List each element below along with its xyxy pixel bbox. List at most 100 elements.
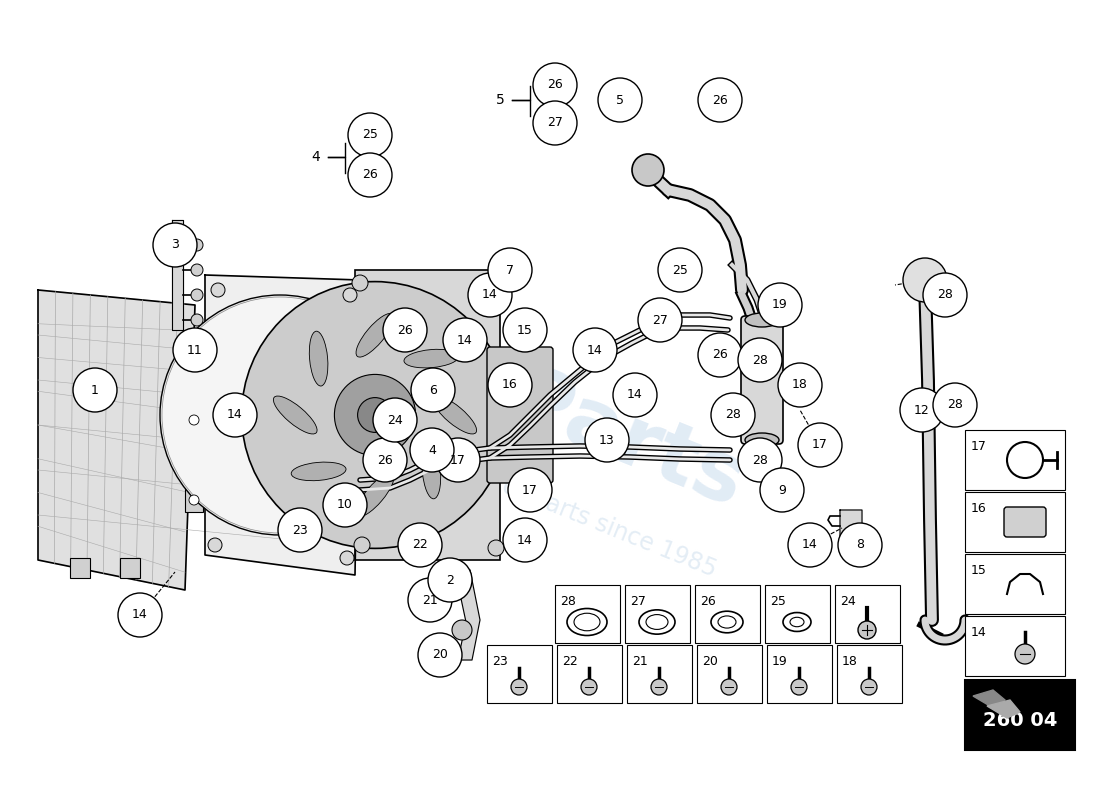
Circle shape xyxy=(534,63,578,107)
Text: 17: 17 xyxy=(450,454,466,466)
Text: 26: 26 xyxy=(397,323,412,337)
Text: 14: 14 xyxy=(971,626,987,639)
Text: 28: 28 xyxy=(725,409,741,422)
FancyBboxPatch shape xyxy=(355,270,500,560)
FancyBboxPatch shape xyxy=(965,554,1065,614)
Text: 28: 28 xyxy=(937,289,953,302)
Text: 5: 5 xyxy=(496,93,505,107)
FancyBboxPatch shape xyxy=(627,645,692,703)
Circle shape xyxy=(410,428,454,472)
Polygon shape xyxy=(39,290,195,590)
Text: 21: 21 xyxy=(422,594,438,606)
Circle shape xyxy=(585,418,629,462)
Polygon shape xyxy=(840,510,862,542)
Text: 17: 17 xyxy=(812,438,828,451)
Text: 17: 17 xyxy=(971,440,987,453)
Circle shape xyxy=(638,298,682,342)
Text: 22: 22 xyxy=(562,655,578,668)
Circle shape xyxy=(508,468,552,512)
FancyBboxPatch shape xyxy=(487,347,553,483)
Circle shape xyxy=(468,273,512,317)
Circle shape xyxy=(698,78,742,122)
FancyBboxPatch shape xyxy=(185,408,204,432)
FancyBboxPatch shape xyxy=(965,492,1065,552)
Text: 14: 14 xyxy=(517,534,532,546)
Text: 25: 25 xyxy=(362,129,378,142)
Text: 4: 4 xyxy=(311,150,320,164)
Text: 8: 8 xyxy=(856,538,864,551)
Circle shape xyxy=(903,258,947,302)
Circle shape xyxy=(373,398,417,442)
Text: 22: 22 xyxy=(412,538,428,551)
Circle shape xyxy=(411,368,455,412)
Circle shape xyxy=(651,679,667,695)
Polygon shape xyxy=(450,560,480,660)
Text: 1: 1 xyxy=(91,383,99,397)
Circle shape xyxy=(348,113,392,157)
Text: 23: 23 xyxy=(492,655,508,668)
FancyBboxPatch shape xyxy=(487,645,552,703)
FancyBboxPatch shape xyxy=(741,316,783,444)
Text: 26: 26 xyxy=(700,595,716,608)
Text: 16: 16 xyxy=(502,378,518,391)
FancyBboxPatch shape xyxy=(697,645,762,703)
Text: 24: 24 xyxy=(840,595,856,608)
Circle shape xyxy=(933,383,977,427)
Circle shape xyxy=(398,523,442,567)
Text: 7: 7 xyxy=(506,263,514,277)
Ellipse shape xyxy=(292,462,346,481)
FancyBboxPatch shape xyxy=(557,645,622,703)
Circle shape xyxy=(191,239,204,251)
FancyBboxPatch shape xyxy=(837,645,902,703)
Text: 19: 19 xyxy=(772,298,788,311)
Ellipse shape xyxy=(646,614,668,630)
Ellipse shape xyxy=(745,313,779,327)
Text: 14: 14 xyxy=(482,289,498,302)
Text: 10: 10 xyxy=(337,498,353,511)
Circle shape xyxy=(340,551,354,565)
Circle shape xyxy=(503,518,547,562)
Circle shape xyxy=(191,314,204,326)
Text: 27: 27 xyxy=(547,117,563,130)
FancyBboxPatch shape xyxy=(767,645,832,703)
Ellipse shape xyxy=(404,350,459,368)
FancyBboxPatch shape xyxy=(1004,507,1046,537)
Circle shape xyxy=(798,423,842,467)
Circle shape xyxy=(428,558,472,602)
Circle shape xyxy=(189,345,199,355)
Text: 28: 28 xyxy=(560,595,576,608)
Text: 9: 9 xyxy=(778,483,785,497)
Text: 28: 28 xyxy=(947,398,962,411)
Circle shape xyxy=(778,363,822,407)
Circle shape xyxy=(720,679,737,695)
Text: 14: 14 xyxy=(587,343,603,357)
Circle shape xyxy=(153,223,197,267)
Circle shape xyxy=(838,523,882,567)
Text: 14: 14 xyxy=(458,334,473,346)
Circle shape xyxy=(573,328,617,372)
Text: 20: 20 xyxy=(432,649,448,662)
FancyBboxPatch shape xyxy=(120,558,140,578)
Polygon shape xyxy=(987,700,1020,718)
Text: 21: 21 xyxy=(632,655,648,668)
Circle shape xyxy=(503,308,547,352)
Circle shape xyxy=(487,270,503,286)
Circle shape xyxy=(213,393,257,437)
Polygon shape xyxy=(172,220,183,330)
FancyBboxPatch shape xyxy=(695,585,760,643)
Circle shape xyxy=(488,363,532,407)
Text: 13: 13 xyxy=(600,434,615,446)
Text: 18: 18 xyxy=(792,378,807,391)
Text: 26: 26 xyxy=(362,169,378,182)
Text: 260 04: 260 04 xyxy=(982,711,1057,730)
Circle shape xyxy=(698,333,742,377)
Polygon shape xyxy=(974,690,1005,712)
Text: 18: 18 xyxy=(842,655,858,668)
Text: 19: 19 xyxy=(772,655,788,668)
Text: 12: 12 xyxy=(914,403,929,417)
Circle shape xyxy=(334,374,416,456)
Circle shape xyxy=(191,289,204,301)
Circle shape xyxy=(711,393,755,437)
Circle shape xyxy=(791,679,807,695)
Text: 15: 15 xyxy=(971,564,987,577)
